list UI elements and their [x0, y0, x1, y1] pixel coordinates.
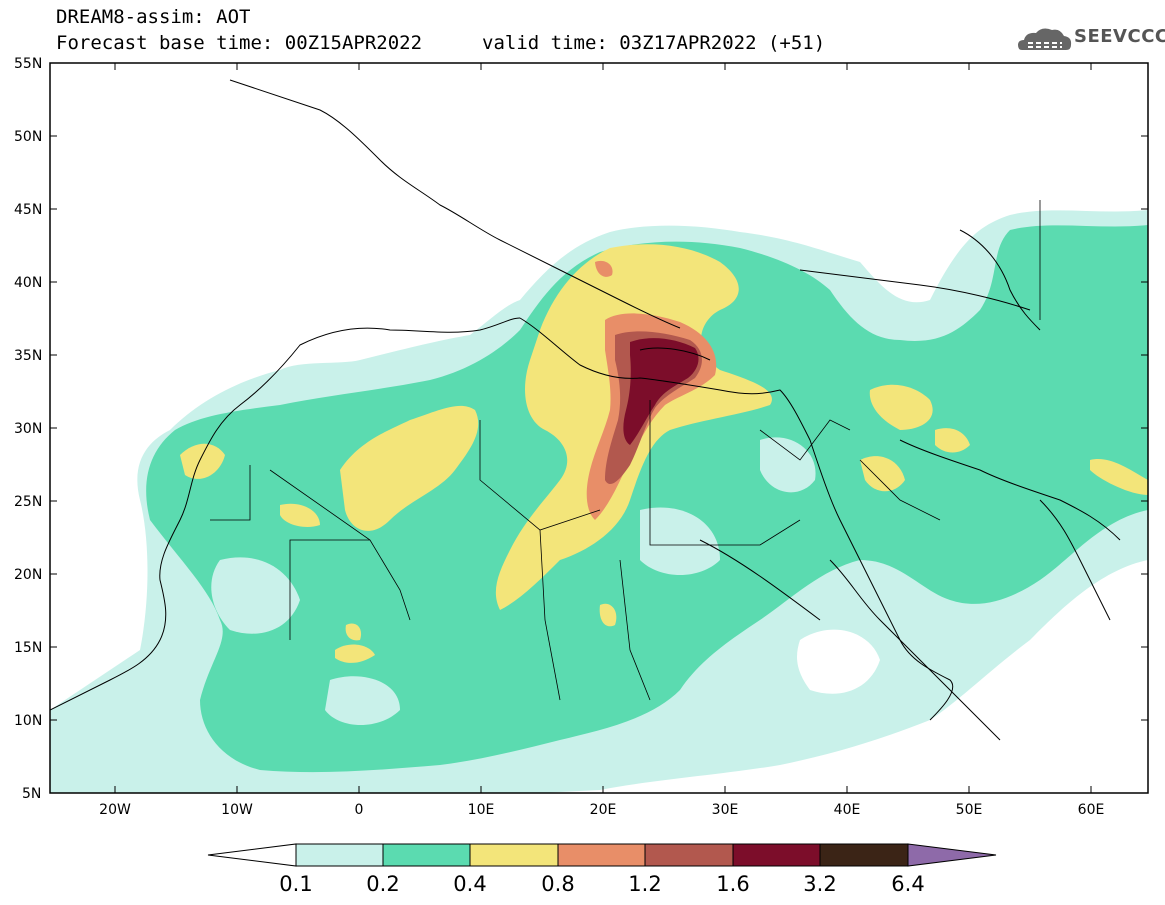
lat-label: 20N — [14, 567, 43, 583]
colorbar-label: 0.2 — [366, 872, 400, 896]
lat-label: 25N — [14, 494, 43, 510]
colorbar-bin-1.2 — [644, 843, 734, 867]
lat-label: 15N — [14, 640, 43, 656]
lat-label: 45N — [14, 202, 43, 218]
map-title: DREAM8-assim: AOT — [56, 6, 251, 28]
lon-label: 10E — [467, 802, 495, 818]
valid-time: valid time: 03Z17APR2022 (+51) — [482, 32, 826, 54]
lat-label: 55N — [14, 56, 43, 72]
lat-label: 30N — [14, 421, 43, 437]
lon-label: 50E — [955, 802, 983, 818]
colorbar-bin-3.2 — [819, 843, 909, 867]
colorbar — [207, 843, 997, 867]
coastlines — [50, 79, 1121, 741]
lon-label: 40E — [833, 802, 861, 818]
colorbar-bin-0.4 — [469, 843, 559, 867]
colorbar-over — [907, 843, 997, 867]
colorbar-label: 1.2 — [628, 872, 662, 896]
axis-ticks — [50, 62, 1148, 793]
lat-label: 5N — [22, 786, 42, 802]
colorbar-label: 0.8 — [541, 872, 575, 896]
colorbar-bin-0.2 — [382, 843, 471, 867]
lon-label: 0 — [354, 802, 364, 818]
colorbar-bin-0.8 — [557, 843, 646, 867]
colorbar-label: 3.2 — [803, 872, 837, 896]
aot-field — [50, 210, 1148, 793]
lon-label: 30E — [711, 802, 739, 818]
lon-label: 20W — [99, 802, 131, 818]
lat-label: 40N — [14, 275, 43, 291]
borders — [210, 200, 1041, 701]
cloud-logo-icon — [1018, 28, 1072, 50]
forecast-base-time: Forecast base time: 00Z15APR2022 — [56, 32, 423, 54]
aot-level-0.2 — [146, 225, 1148, 773]
colorbar-bin-0.1 — [295, 843, 384, 867]
colorbar-bin-1.6 — [732, 843, 821, 867]
lat-label: 50N — [14, 129, 43, 145]
colorbar-label: 0.1 — [279, 872, 313, 896]
aot-level-1.6 — [623, 338, 699, 445]
lat-label: 35N — [14, 348, 43, 364]
lon-label: 60E — [1077, 802, 1105, 818]
lon-label: 20E — [589, 802, 617, 818]
colorbar-label: 1.6 — [716, 872, 750, 896]
logo-text: SEEVCCC — [1074, 26, 1165, 47]
lon-label: 10W — [221, 802, 253, 818]
colorbar-label: 6.4 — [891, 872, 925, 896]
lat-label: 10N — [14, 713, 43, 729]
colorbar-label: 0.4 — [453, 872, 487, 896]
colorbar-under — [207, 843, 297, 867]
